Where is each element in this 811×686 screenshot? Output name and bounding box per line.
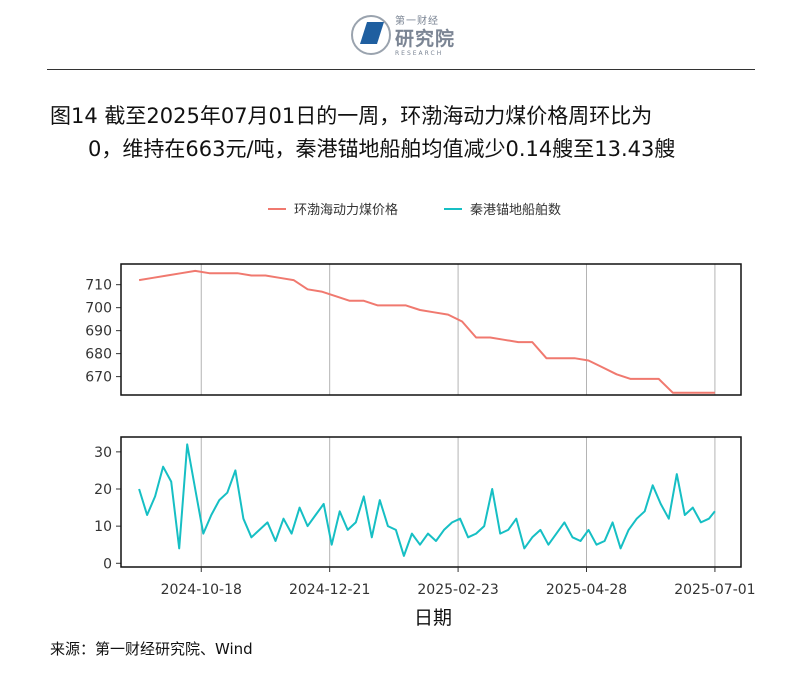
y-tick-label: 30 [94,445,112,461]
legend: 环渤海动力煤价格 秦港锚地船舶数 [268,202,561,218]
x-axis: 2024-10-18 2024-12-21 2025-02-23 2025-04-28… [161,567,756,629]
series-line-1 [138,269,715,394]
x-axis-label: 日期 [414,607,452,629]
y-tick-label: 680 [85,347,112,363]
y-tick-label: 20 [94,482,112,498]
y-tick-label: 710 [85,278,112,294]
logo-mark-icon [351,15,391,55]
y-tick-label: 0 [103,556,112,572]
header: 第一财经 研究院 RESEARCH [0,0,811,70]
logo-main-text: 研究院 [395,28,456,50]
figure-title: 图14 截至2025年07月01日的一周，环渤海动力煤价格周环比为 0，维持在6… [50,100,770,166]
y-tick-label: 700 [85,301,112,317]
y-tick-label: 690 [85,324,112,340]
series-line-2 [138,443,716,557]
logo: 第一财经 研究院 RESEARCH [350,10,470,60]
title-line-1: 图14 截至2025年07月01日的一周，环渤海动力煤价格周环比为 [50,104,653,128]
y-tick-label: 670 [85,370,112,386]
x-tick-label: 2024-12-21 [289,582,370,598]
panel-border [120,263,742,396]
x-tick-label: 2025-02-23 [417,582,498,598]
x-tick-label: 2025-07-01 [674,582,755,598]
source-note: 来源：第一财经研究院、Wind [50,640,253,658]
x-tick-label: 2025-04-28 [546,582,627,598]
header-divider [47,69,755,70]
price-panel: 670 680 690 700 710 [85,263,742,396]
ships-panel: 0 10 20 30 [94,436,742,572]
panel-border [120,436,742,568]
legend-label-1: 环渤海动力煤价格 [294,202,398,218]
logo-small-text: 第一财经 [395,16,439,27]
y-tick-label: 10 [94,519,112,535]
title-line-2: 0，维持在663元/吨，秦港锚地船舶均值减少0.14艘至13.43艘 [88,137,676,161]
legend-label-2: 秦港锚地船舶数 [470,202,561,218]
logo-sub-text: RESEARCH [395,50,444,57]
x-tick-label: 2024-10-18 [161,582,242,598]
